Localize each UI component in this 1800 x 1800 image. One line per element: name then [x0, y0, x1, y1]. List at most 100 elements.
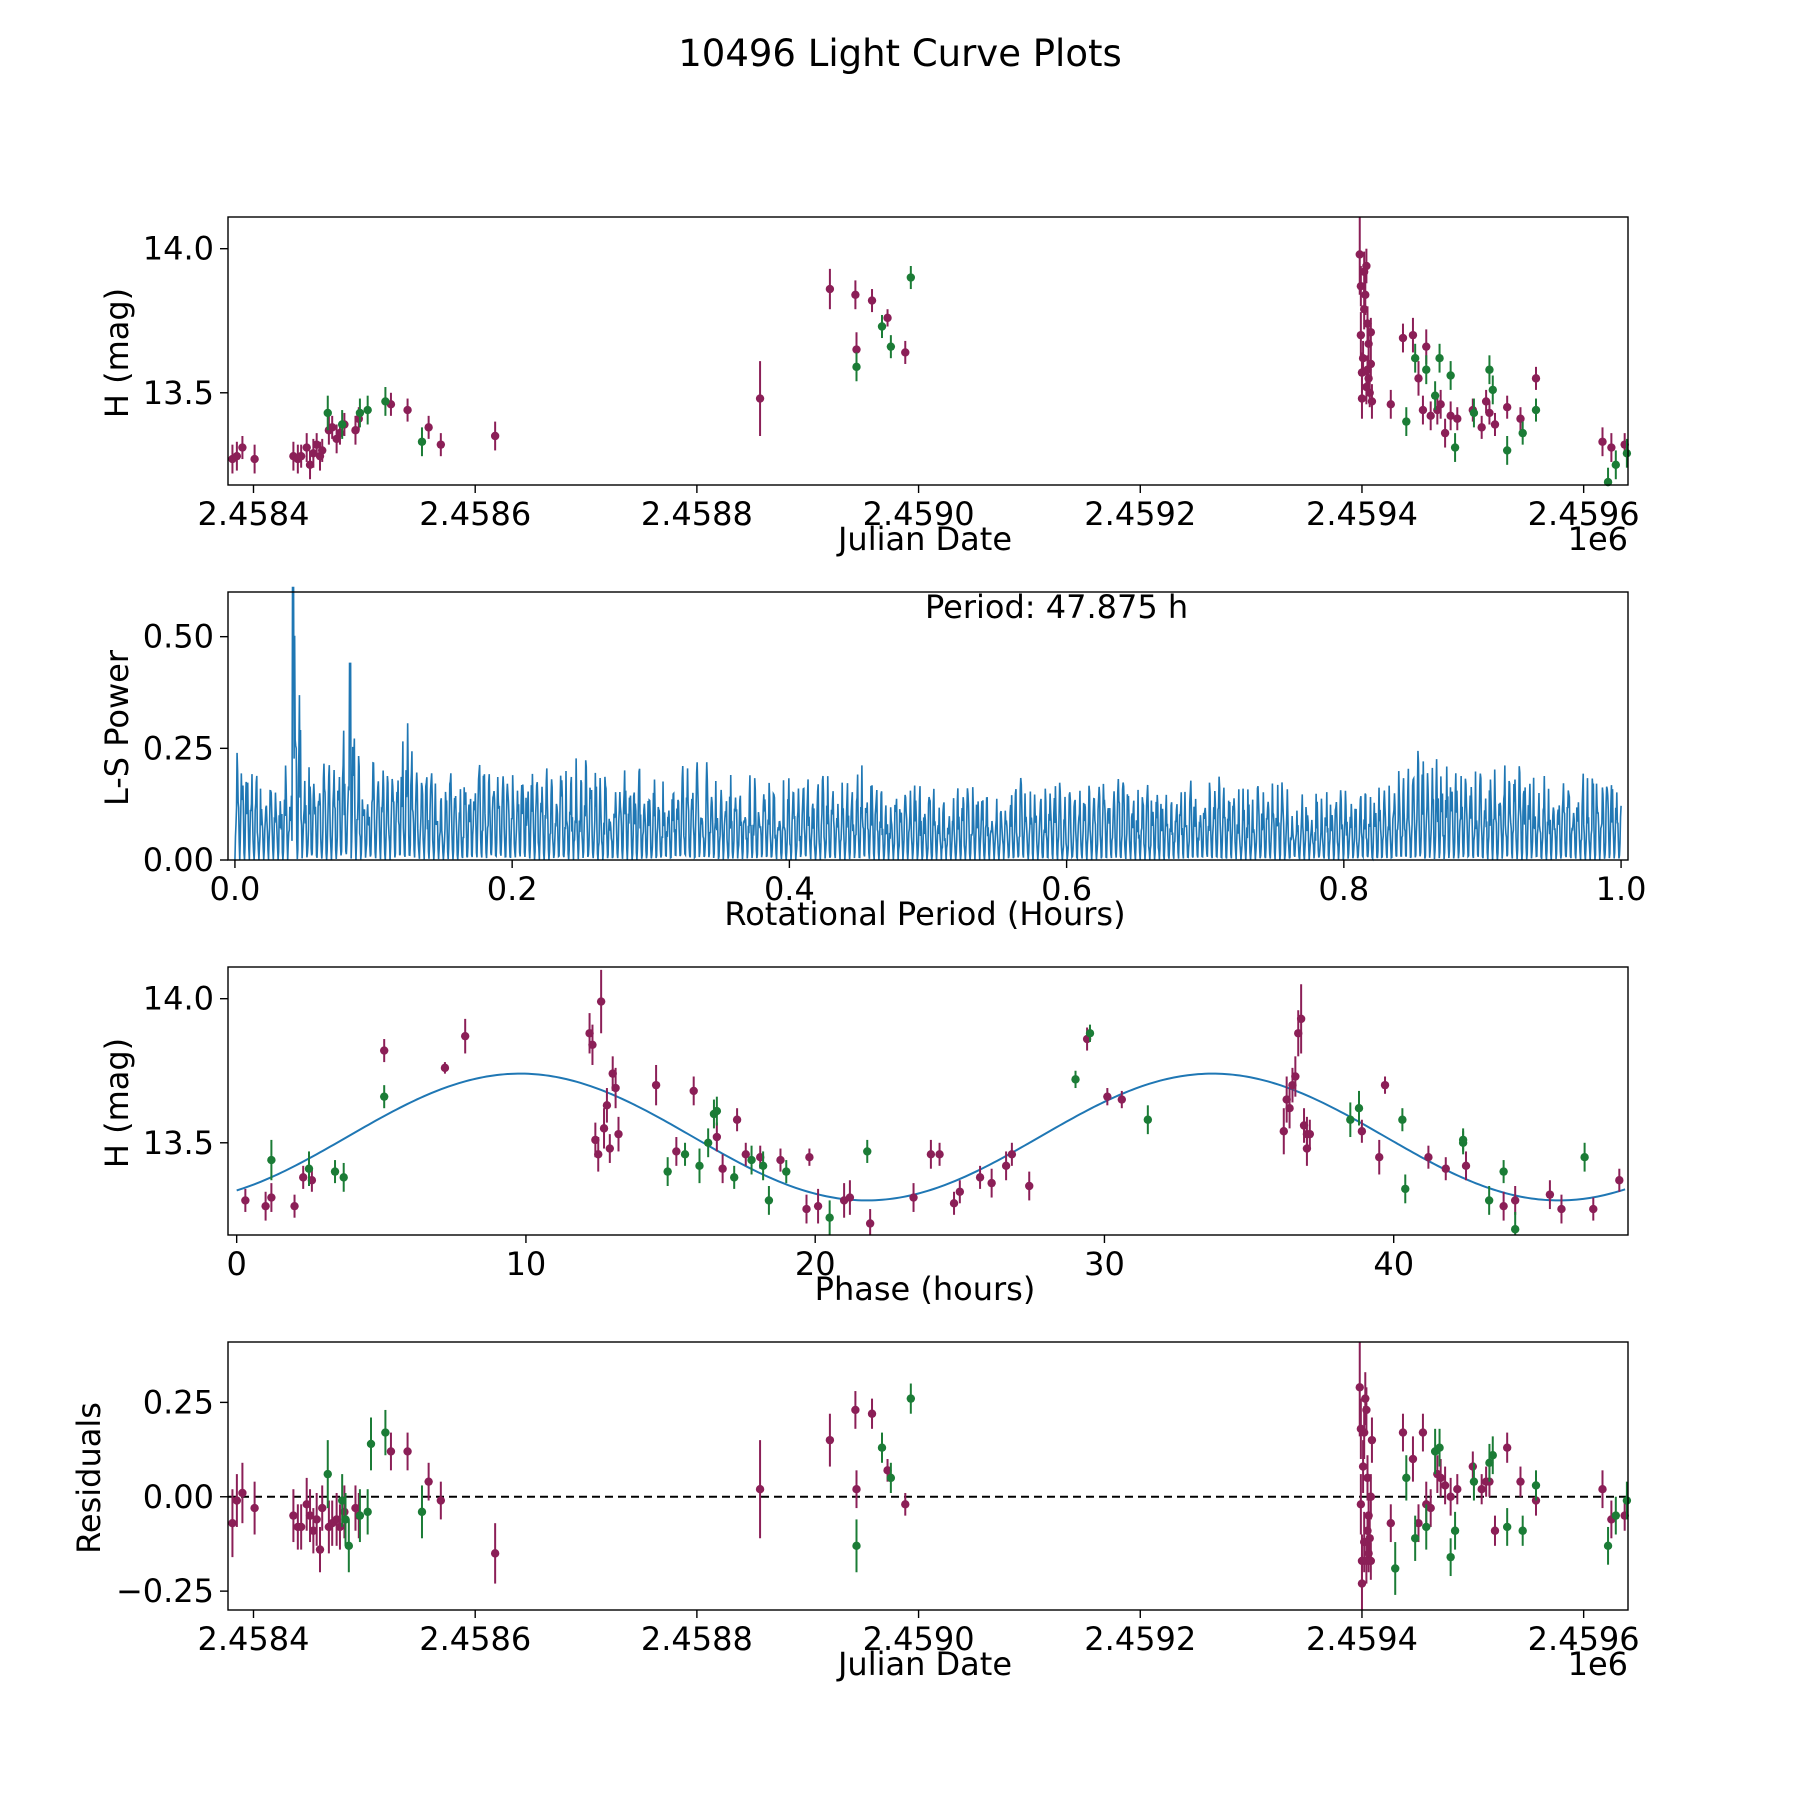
phased-ylabel: H (mag) [98, 1038, 136, 1168]
phased-plot-area [236, 969, 1626, 1235]
lightcurve-point-maroon [1362, 261, 1371, 271]
residuals-point-maroon [1446, 1492, 1455, 1501]
phased-point-green [1354, 1104, 1364, 1113]
lightcurve-point-maroon [1490, 420, 1500, 429]
residuals-point-maroon [852, 1485, 861, 1494]
residuals-point-green [1410, 1534, 1420, 1543]
residuals-point-green [417, 1507, 427, 1517]
periodogram-ytick-label: 0.25 [143, 729, 214, 767]
residuals-point-maroon [305, 1511, 315, 1520]
residuals-point-maroon [901, 1500, 910, 1509]
phased-point-maroon [1545, 1190, 1555, 1199]
lightcurve-point-maroon [1356, 330, 1366, 340]
residuals-point-green [1402, 1473, 1411, 1483]
residuals-point-maroon [1418, 1428, 1428, 1437]
phased-point-maroon [802, 1204, 811, 1214]
residuals-point-maroon [228, 1518, 237, 1528]
residuals-point-maroon [1355, 1383, 1364, 1392]
lightcurve-point-maroon [327, 423, 337, 432]
lightcurve-point-maroon [312, 440, 321, 449]
periodogram-frame [227, 591, 1629, 861]
residuals-point-maroon [1386, 1518, 1395, 1528]
phased-point-maroon [267, 1193, 276, 1202]
phased-point-maroon [805, 1152, 814, 1162]
lightcurve-point-maroon [1358, 354, 1368, 363]
residuals-point-maroon [1366, 1492, 1376, 1501]
residuals-point-green [323, 1469, 332, 1479]
residuals-point-maroon [825, 1435, 835, 1445]
residuals-offset-label: 1e6 [1568, 1645, 1628, 1683]
residuals-point-maroon [1367, 1435, 1377, 1445]
residuals-plot-area [228, 1342, 1632, 1610]
lightcurve-point-maroon [1386, 400, 1395, 409]
residuals-point-maroon [1366, 1556, 1376, 1566]
residuals-point-maroon [867, 1409, 877, 1418]
lightcurve-xtick-label: 2.4596 [1528, 495, 1640, 533]
lightcurve-ytick-label: 14.0 [143, 230, 214, 268]
phased-point-green [1398, 1115, 1407, 1124]
lightcurve-point-maroon [867, 296, 877, 305]
lightcurve-point-maroon [901, 348, 910, 357]
residuals-point-maroon [1598, 1485, 1607, 1494]
phased-point-green [712, 1106, 722, 1116]
residuals-ytick-label: 0.00 [143, 1478, 214, 1516]
periodogram-xtick-label: 0.2 [487, 870, 538, 908]
phased-point-green [1510, 1225, 1520, 1234]
residuals-point-maroon [232, 1496, 242, 1505]
lightcurve-point-maroon [1598, 437, 1607, 446]
lightcurve-point-green [1485, 365, 1494, 374]
residuals-point-green [877, 1443, 887, 1452]
periodogram-ytick-label: 0.50 [143, 618, 214, 656]
phased-point-green [663, 1167, 672, 1176]
lightcurve-point-green [1446, 371, 1455, 380]
phased-point-maroon [1025, 1181, 1034, 1191]
lightcurve-xtick-label: 2.4592 [1084, 495, 1196, 533]
residuals-point-maroon [318, 1503, 327, 1513]
residuals-point-maroon [250, 1503, 259, 1513]
phased-point-maroon [599, 1124, 609, 1133]
lightcurve-point-maroon [1531, 374, 1541, 383]
phased-point-green [1085, 1029, 1095, 1038]
residuals-point-maroon [289, 1511, 298, 1520]
phased-point-maroon [611, 1083, 620, 1093]
periodogram-xtick-label: 0.8 [1318, 870, 1369, 908]
residuals-point-green [906, 1394, 916, 1403]
phased-point-maroon [1103, 1092, 1112, 1101]
lightcurve-point-green [1450, 443, 1460, 452]
residuals-point-green [1422, 1522, 1431, 1532]
lightcurve-point-maroon [1453, 414, 1462, 423]
phased-point-green [782, 1167, 791, 1176]
residuals-point-maroon [1356, 1500, 1366, 1509]
phased-point-maroon [290, 1201, 299, 1211]
phased-point-maroon [949, 1199, 959, 1208]
residuals-point-maroon [1398, 1428, 1408, 1437]
residuals-point-maroon [851, 1405, 860, 1415]
phased-point-maroon [935, 1150, 944, 1159]
residuals-point-green [886, 1473, 896, 1483]
residuals-point-maroon [309, 1526, 318, 1535]
lightcurve-point-maroon [1516, 414, 1525, 423]
phased-xtick-label: 20 [795, 1245, 836, 1283]
residuals-point-maroon [1453, 1485, 1462, 1494]
lightcurve-point-maroon [1366, 359, 1376, 369]
phased-point-maroon [460, 1031, 470, 1041]
phased-point-green [695, 1161, 704, 1171]
phased-point-maroon [261, 1201, 270, 1211]
residuals-point-maroon [1468, 1462, 1478, 1471]
periodogram-ylabel: L-S Power [98, 649, 136, 806]
residuals-point-green [1391, 1564, 1400, 1573]
residuals-point-green [363, 1507, 372, 1517]
residuals-ylabel: Residuals [70, 1402, 108, 1554]
phased-point-maroon [909, 1193, 918, 1202]
residuals-point-green [1488, 1451, 1497, 1460]
phased-point-maroon [987, 1178, 996, 1188]
phased-point-maroon [241, 1196, 250, 1205]
residuals-point-maroon [883, 1466, 892, 1475]
residuals-xtick-label: 2.4588 [641, 1620, 753, 1658]
lightcurve-point-maroon [296, 451, 306, 461]
phased-point-green [758, 1161, 768, 1171]
residuals-point-maroon [1426, 1503, 1435, 1513]
periodogram-xtick-label: 0.4 [764, 870, 815, 908]
phased-ytick-label: 14.0 [143, 980, 214, 1018]
lightcurve-point-maroon [250, 454, 259, 464]
